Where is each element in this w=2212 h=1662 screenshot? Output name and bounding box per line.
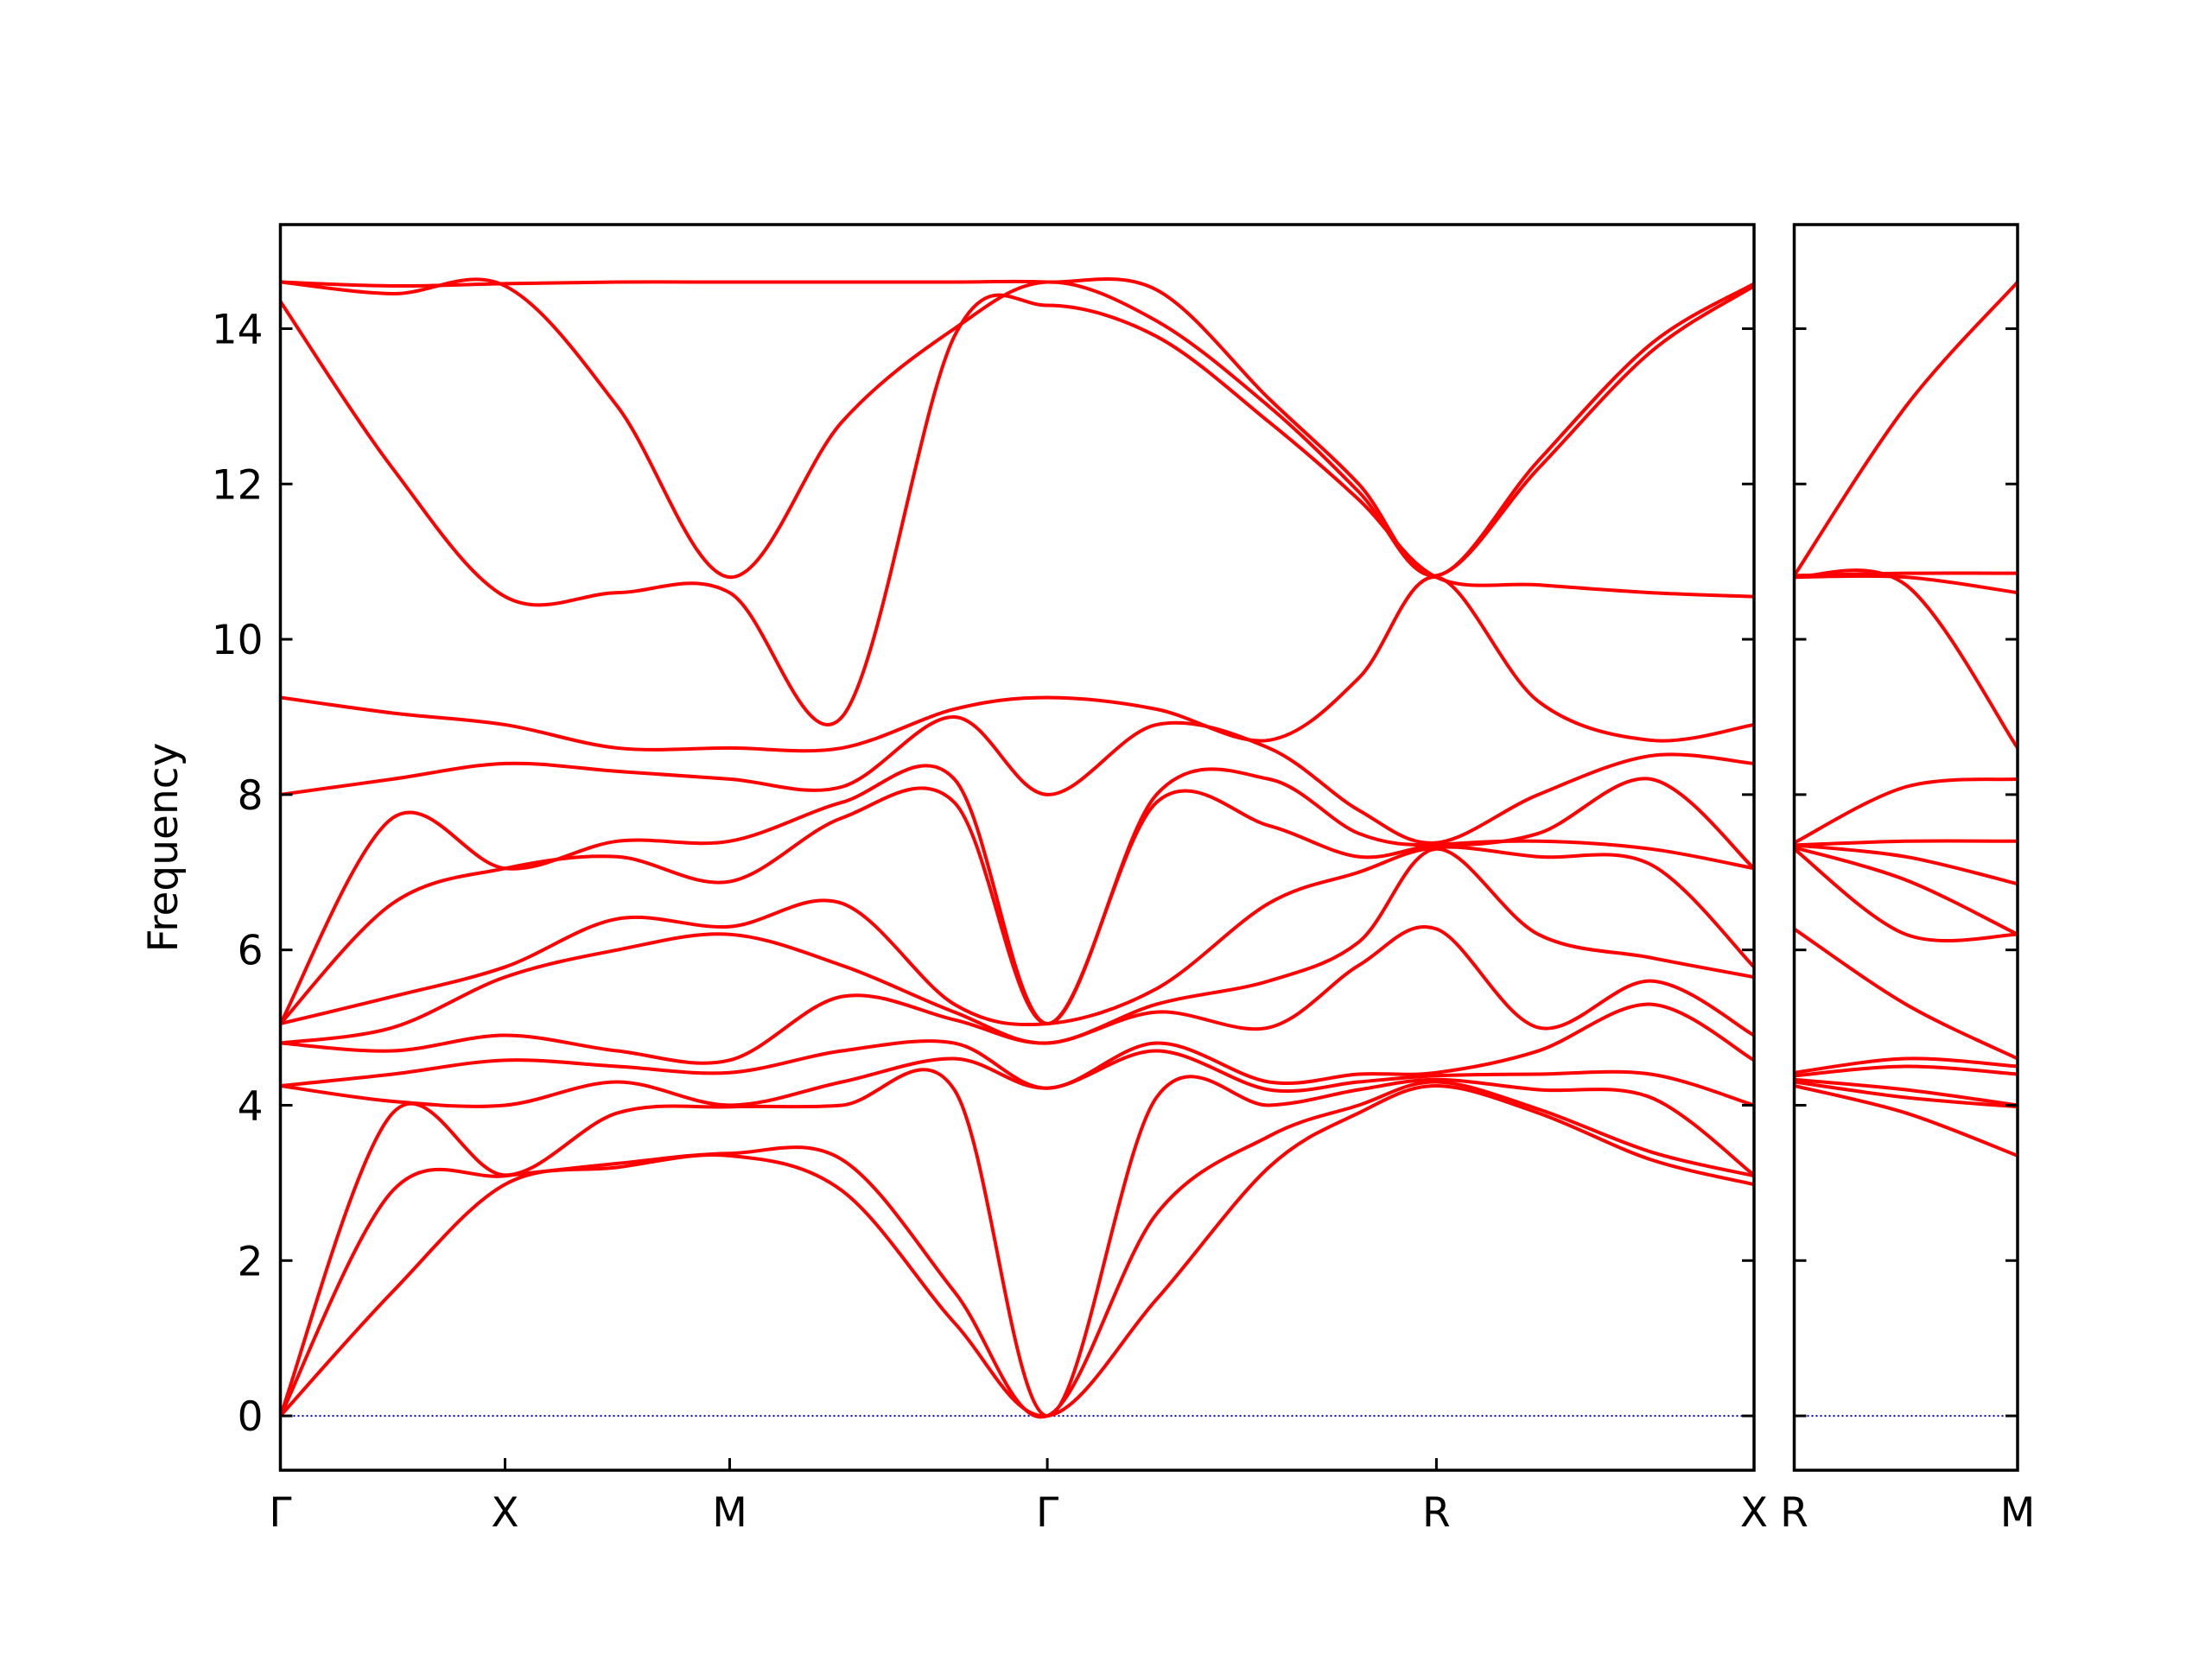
band-line: [280, 845, 1754, 1027]
x-tick-label: X: [491, 1489, 518, 1537]
x-tick-label: Γ: [269, 1489, 291, 1537]
axes-frame: [278, 223, 1756, 1472]
band-line: [1794, 777, 2018, 845]
band-line: [280, 1080, 1754, 1419]
plot-area: [1794, 281, 2018, 1418]
x-tick-label: Γ: [1036, 1489, 1058, 1537]
x-tick-label: X: [1740, 1489, 1768, 1537]
x-tick-label: M: [2000, 1489, 2036, 1537]
band-line: [1794, 1056, 2018, 1075]
band-line: [280, 1083, 1754, 1418]
band-line: [280, 1068, 1754, 1418]
band-line: [1794, 281, 2018, 577]
x-tick-label: R: [1780, 1489, 1808, 1537]
band-line: [280, 714, 1754, 845]
band-line: [1794, 927, 2018, 1061]
band-line: [280, 786, 1754, 1026]
band-line: [1794, 843, 2018, 886]
y-tick-label: 10: [212, 617, 264, 664]
band-line: [1794, 1084, 2018, 1158]
band-line: [1794, 847, 2018, 943]
band-line: [280, 764, 1754, 1026]
band-line: [280, 277, 1754, 580]
band-line: [1794, 846, 2018, 936]
y-tick-label: 12: [212, 461, 264, 509]
plot-area: [280, 277, 1754, 1419]
band-line: [1794, 568, 2018, 750]
band-line: [1794, 1077, 2018, 1107]
band-line: [1794, 1080, 2018, 1109]
band-line: [1794, 1064, 2018, 1078]
band-line: [1794, 571, 2018, 578]
x-tick-label: M: [712, 1489, 747, 1537]
y-tick-label: 2: [238, 1238, 264, 1285]
y-tick-label: 14: [212, 306, 264, 353]
band-line: [1794, 839, 2018, 847]
band-line: [280, 1002, 1754, 1090]
y-tick-label: 6: [238, 928, 264, 975]
band-line: [280, 293, 1754, 726]
x-tick-label: R: [1422, 1489, 1451, 1537]
band-line: [280, 575, 1754, 753]
y-tick-label: 4: [238, 1082, 264, 1130]
axes-frame: [1792, 223, 2019, 1472]
y-axis-label: Frequency: [140, 743, 188, 953]
y-tick-label: 8: [238, 772, 264, 820]
band-line: [280, 277, 1754, 578]
band-line: [280, 925, 1754, 1065]
band-line: [280, 847, 1754, 1045]
y-tick-label: 0: [238, 1393, 264, 1441]
